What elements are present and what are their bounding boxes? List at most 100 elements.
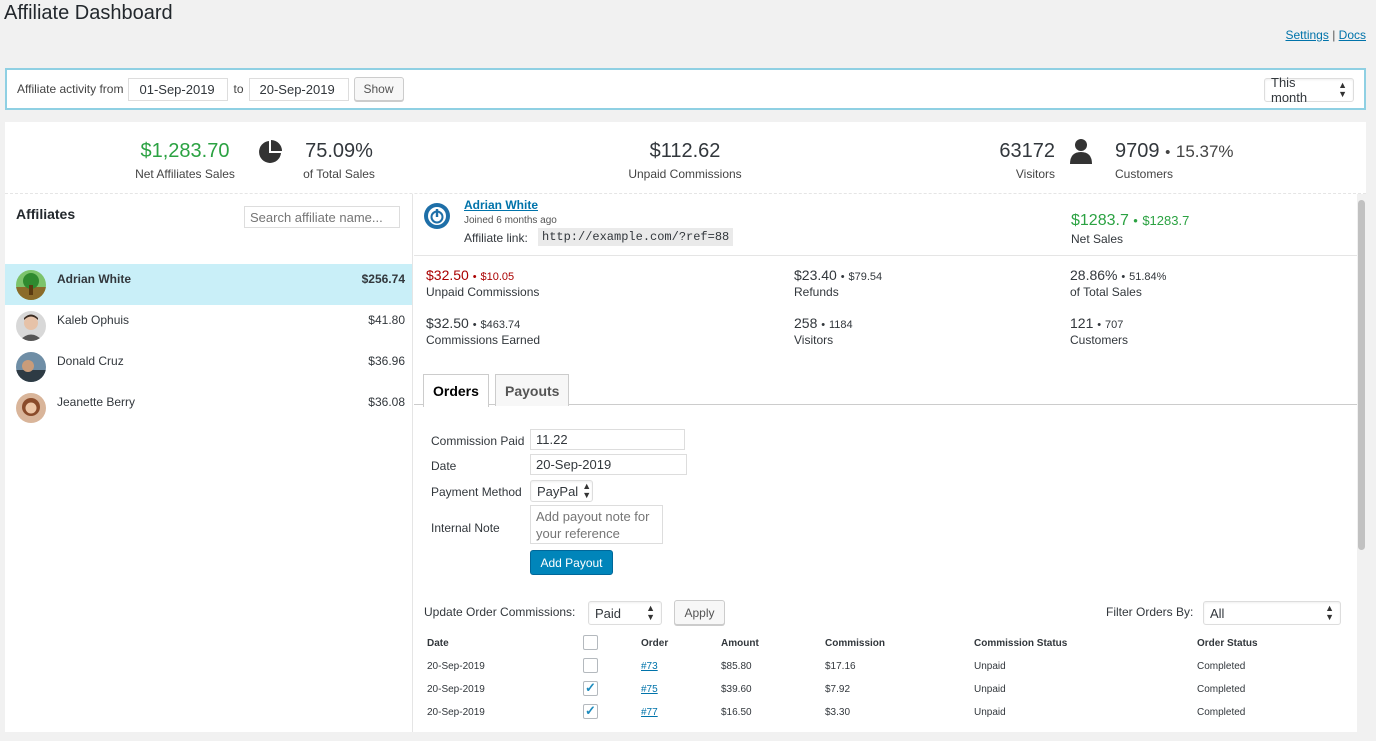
period-select[interactable]: This month ▲ ▼: [1264, 75, 1354, 105]
metric-label: Commissions Earned: [426, 333, 541, 347]
update-commissions-label: Update Order Commissions:: [424, 605, 576, 619]
visitors-value: 63172: [999, 140, 1055, 162]
dashboard-panel: $1,283.70 Net Affiliates Sales 75.09% of…: [5, 122, 1366, 732]
col-amount: Amount: [721, 638, 759, 649]
tab-orders[interactable]: Orders: [423, 374, 489, 407]
unpaid-value: $112.62: [649, 140, 721, 162]
order-link[interactable]: #73: [641, 661, 658, 672]
metric-sep: •: [1097, 319, 1102, 331]
power-logo-icon: [424, 203, 450, 229]
affiliate-amount: $41.80: [368, 312, 405, 327]
orders-table: Date Order Amount Commission Commission …: [424, 632, 1344, 724]
affiliate-list: Adrian White $256.74 Kaleb Ophuis $41.80…: [5, 264, 412, 428]
customers-value: 9709: [1115, 140, 1160, 162]
metric-main: 258: [794, 315, 818, 331]
customers-values: 9709 • 15.37%: [1115, 140, 1245, 163]
col-order: Order: [641, 638, 669, 649]
metric-sub: 1184: [829, 319, 853, 331]
table-row: 20-Sep-2019 #73 $85.80 $17.16 Unpaid Com…: [424, 655, 1344, 678]
detail-net-sales-label: Net Sales: [1071, 232, 1124, 246]
affiliate-item[interactable]: Adrian White $256.74: [5, 264, 412, 305]
affiliate-link-code[interactable]: http://example.com/?ref=88: [538, 228, 734, 246]
commission-paid-label: Commission Paid: [431, 434, 525, 448]
select-arrows-icon: ▲ ▼: [1338, 80, 1347, 99]
affiliate-amount: $36.08: [368, 394, 405, 409]
metric-sep: •: [472, 319, 477, 331]
metric-main: 28.86%: [1070, 267, 1118, 283]
metric-main: 121: [1070, 315, 1094, 331]
net-sales-stat: $1,283.70 Net Affiliates Sales: [125, 140, 245, 181]
affiliate-name: Kaleb Ophuis: [57, 312, 130, 327]
filter-orders-select[interactable]: All ▲ ▼: [1203, 601, 1341, 625]
order-link[interactable]: #77: [641, 707, 658, 718]
affiliate-link-label: Affiliate link:: [464, 231, 528, 245]
detail-net-sales-sub: $1283.7: [1142, 213, 1190, 228]
detail-net-sales: $1283.7 • $1283.7: [1071, 212, 1189, 230]
metric-label: Refunds: [794, 285, 839, 299]
commissions-earned-metric: $32.50 • $463.74 Commissions Earned: [426, 315, 540, 347]
apply-button[interactable]: Apply: [674, 600, 725, 625]
row-checkbox[interactable]: [583, 703, 598, 719]
to-date-input[interactable]: [248, 77, 349, 101]
docs-link[interactable]: Docs: [1338, 28, 1366, 42]
select-arrows-icon: ▲ ▼: [1325, 603, 1334, 622]
detail-net-sales-main: $1283.7: [1071, 212, 1129, 229]
row-checkbox[interactable]: [583, 680, 598, 696]
affiliates-sidebar: Affiliates Adrian White $256.74 Kaleb Op…: [5, 194, 413, 732]
total-sales-value: 75.09%: [305, 140, 373, 162]
tab-payouts[interactable]: Payouts: [495, 374, 570, 406]
table-row: 20-Sep-2019 #77 $16.50 $3.30 Unpaid Comp…: [424, 701, 1344, 724]
links-separator: |: [1332, 28, 1336, 42]
detail-scrollbar[interactable]: [1357, 194, 1366, 732]
share-metric: 28.86% • 51.84% of Total Sales: [1070, 267, 1166, 299]
cell-commission: $3.30: [825, 707, 851, 718]
metric-sub: 51.84%: [1129, 271, 1167, 283]
metric-main: $32.50: [426, 315, 469, 331]
internal-note-textarea[interactable]: [530, 505, 663, 544]
affiliate-name-link[interactable]: Adrian White: [464, 198, 538, 212]
cell-commission: $7.92: [825, 684, 851, 695]
metric-label: Unpaid Commissions: [426, 285, 540, 299]
metric-sep: •: [840, 271, 845, 283]
cell-commission-status: Unpaid: [974, 661, 1006, 672]
metric-label: Customers: [1070, 333, 1129, 347]
metric-sep: •: [821, 319, 826, 331]
scrollbar-thumb[interactable]: [1358, 200, 1365, 550]
from-date-input[interactable]: [128, 77, 229, 101]
customers-metric: 121 • 707 Customers: [1070, 315, 1128, 347]
update-status-select[interactable]: Paid ▲ ▼: [588, 601, 662, 625]
payment-method-select[interactable]: PayPal ▲ ▼: [530, 480, 593, 502]
customers-pct: 15.37%: [1175, 142, 1234, 161]
payment-method-label: Payment Method: [431, 485, 522, 499]
order-link[interactable]: #75: [641, 684, 658, 695]
commission-paid-input[interactable]: [530, 429, 685, 450]
row-checkbox[interactable]: [583, 658, 598, 673]
unpaid-commissions-metric: $32.50 • $10.05 Unpaid Commissions: [426, 267, 539, 299]
cell-date: 20-Sep-2019: [427, 684, 485, 695]
activity-from-label: Affiliate activity from: [17, 82, 124, 96]
customers-stat: 9709 • 15.37% Customers: [1115, 140, 1245, 181]
detail-tabs: Orders Payouts: [414, 372, 1357, 407]
period-select-value: This month: [1271, 75, 1308, 105]
total-sales-label: of Total Sales: [303, 167, 375, 181]
user-icon: [1070, 139, 1092, 164]
payout-date-input[interactable]: [530, 454, 687, 475]
affiliate-item[interactable]: Jeanette Berry $36.08: [5, 387, 412, 428]
cell-amount: $39.60: [721, 684, 752, 695]
select-all-checkbox[interactable]: [583, 635, 598, 650]
customers-label: Customers: [1115, 167, 1174, 181]
metric-label: Visitors: [794, 333, 834, 347]
show-button[interactable]: Show: [353, 77, 404, 101]
cell-date: 20-Sep-2019: [427, 707, 485, 718]
metric-sep: •: [472, 271, 477, 283]
unpaid-label: Unpaid Commissions: [628, 167, 742, 181]
settings-link[interactable]: Settings: [1285, 28, 1329, 42]
affiliate-item[interactable]: Donald Cruz $36.96: [5, 346, 412, 387]
add-payout-button[interactable]: Add Payout: [530, 550, 613, 575]
affiliate-item[interactable]: Kaleb Ophuis $41.80: [5, 305, 412, 346]
cell-commission-status: Unpaid: [974, 707, 1006, 718]
affiliate-search-input[interactable]: [244, 206, 400, 228]
metric-sub: $463.74: [480, 319, 521, 331]
col-order-status: Order Status: [1197, 638, 1258, 649]
affiliate-name: Donald Cruz: [57, 353, 124, 368]
